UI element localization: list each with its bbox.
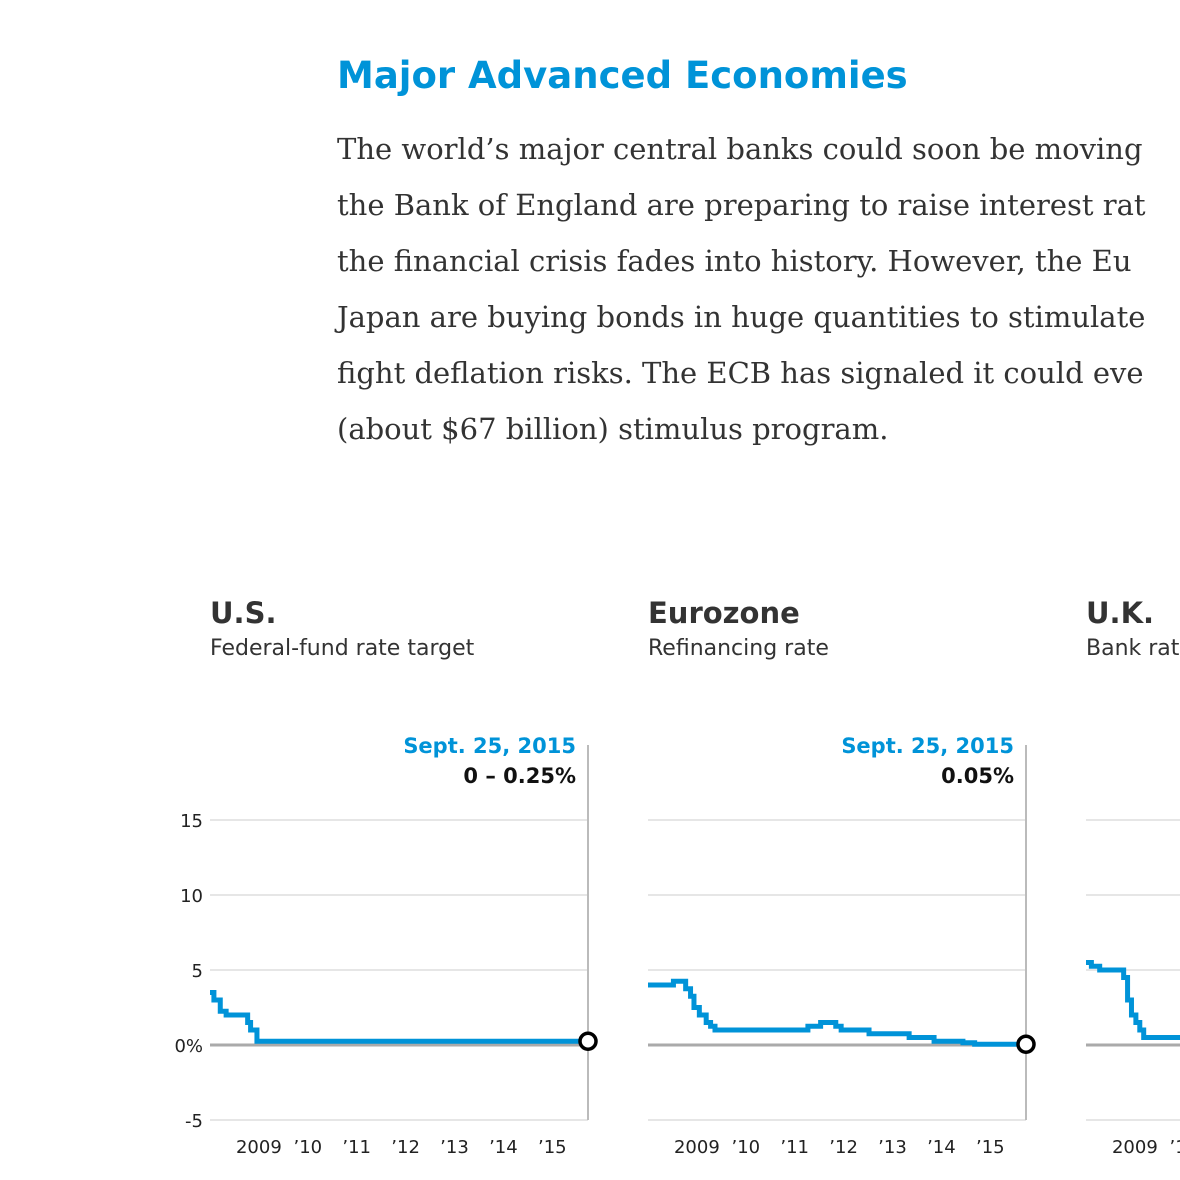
chart-title: Eurozone (648, 596, 800, 630)
x-tick-label: ’12 (829, 1137, 858, 1158)
chart-subtitle: Refinancing rate (648, 636, 829, 661)
x-tick-label: ’11 (780, 1137, 809, 1158)
page-title: Major Advanced Economies (337, 54, 908, 97)
x-tick-label: ’12 (391, 1137, 420, 1158)
x-tick-label: ’15 (976, 1137, 1005, 1158)
annotation-value: 0.05% (941, 764, 1014, 788)
paragraph-line: the Bank of England are preparing to rai… (337, 188, 1146, 222)
y-tick-label: -5 (185, 1111, 203, 1132)
x-tick-label: ’11 (342, 1137, 371, 1158)
x-tick-label: ’14 (489, 1137, 518, 1158)
x-tick-label: ’15 (538, 1137, 567, 1158)
annotation-value: 0 – 0.25% (463, 764, 576, 788)
annotation-date: Sept. 25, 2015 (403, 734, 576, 758)
paragraph-line: the financial crisis fades into history.… (337, 244, 1132, 278)
chart-title: U.K. (1086, 596, 1154, 630)
y-tick-label: 5 (192, 961, 203, 982)
x-tick-label: 2009 (236, 1137, 282, 1158)
paragraph-line: The world’s major central banks could so… (337, 132, 1143, 166)
paragraph-line: fight deflation risks. The ECB has signa… (337, 356, 1144, 390)
latest-point (1016, 1034, 1036, 1054)
x-tick-label: ’13 (878, 1137, 907, 1158)
chart-subtitle: Federal-fund rate target (210, 636, 475, 661)
chart-title: U.S. (210, 596, 276, 630)
x-tick-label: 2009 (1112, 1137, 1158, 1158)
y-tick-label: 15 (180, 811, 203, 832)
rate-line (210, 990, 588, 1044)
x-tick-label: 2009 (674, 1137, 720, 1158)
rate-line (648, 978, 1026, 1047)
chart-subtitle: Bank rate (1086, 636, 1180, 661)
y-tick-label: 0% (174, 1036, 203, 1057)
annotation-date: Sept. 25, 2015 (841, 734, 1014, 758)
x-tick-label: ’14 (927, 1137, 956, 1158)
y-tick-label: 10 (180, 886, 203, 907)
paragraph-line: (about $67 billion) stimulus program. (337, 412, 888, 446)
latest-point (578, 1031, 598, 1051)
x-tick-label: ’10 (1169, 1137, 1180, 1158)
x-tick-label: ’13 (440, 1137, 469, 1158)
paragraph-line: Japan are buying bonds in huge quantitie… (334, 300, 1145, 334)
x-tick-label: ’10 (731, 1137, 760, 1158)
rate-line (1086, 960, 1180, 1040)
x-tick-label: ’10 (293, 1137, 322, 1158)
